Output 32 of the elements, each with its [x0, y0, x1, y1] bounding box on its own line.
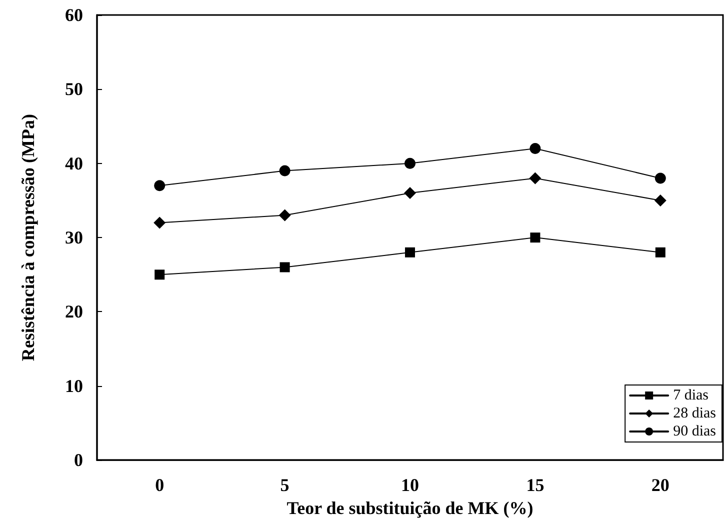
point [280, 262, 290, 272]
y-tick-label: 10 [65, 376, 83, 396]
x-tick-label: 10 [401, 475, 419, 496]
point [530, 232, 540, 243]
y-tick-label: 40 [65, 153, 83, 174]
point [154, 180, 166, 192]
x-tick-label: 5 [280, 475, 290, 496]
y-tick-label: 0 [74, 450, 83, 470]
x-tick-label: 20 [651, 475, 670, 496]
y-tick-label: 20 [65, 302, 83, 322]
point [654, 194, 666, 206]
point [404, 187, 416, 200]
point [655, 247, 666, 258]
y-tick-label: 60 [65, 5, 83, 25]
legend-label: 7 dias [673, 388, 709, 404]
point [530, 143, 541, 154]
x-tick-label: 0 [155, 475, 164, 496]
point [279, 165, 290, 176]
x-axis-title: Teor de substituição de MK (%) [286, 498, 534, 518]
point [154, 270, 165, 280]
point [154, 216, 166, 229]
point [529, 172, 542, 184]
point [405, 247, 415, 258]
legend-label: 28 dias [673, 406, 716, 422]
x-tick-label: 15 [526, 475, 544, 496]
y-tick-label: 30 [65, 228, 83, 248]
point [654, 172, 666, 184]
y-axis-title: Resistência à compressão (MPa) [18, 114, 38, 362]
point [278, 209, 291, 222]
point [404, 158, 416, 169]
legend-label: 90 dias [673, 424, 716, 440]
y-tick-label: 50 [65, 79, 83, 100]
